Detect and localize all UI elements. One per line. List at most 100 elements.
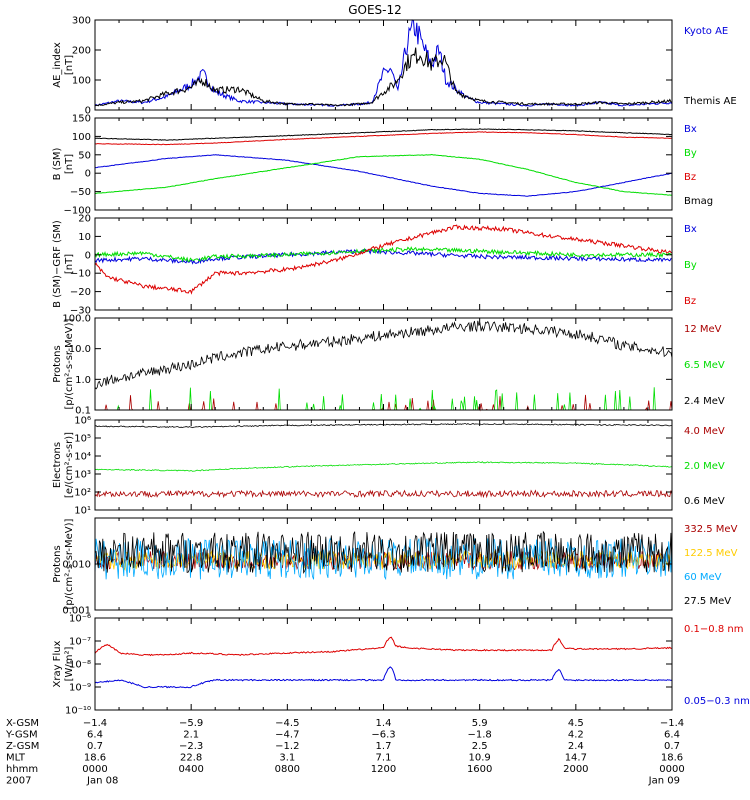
y-tick-label: 150: [72, 114, 91, 125]
x-tick-value: 0400: [178, 764, 203, 775]
x-tick-value: −1.4: [660, 718, 684, 729]
x-tick-value: 1600: [467, 764, 492, 775]
legend-label: By: [684, 260, 697, 271]
series-line-2: [94, 666, 673, 689]
y-axis-label: Protons: [52, 545, 63, 582]
y-tick-label: 10⁻⁶: [69, 614, 91, 625]
y-axis-label: Xray Flux: [52, 640, 63, 687]
y-tick-label: 10²: [74, 488, 91, 499]
x-tick-value: 0000: [82, 764, 107, 775]
legend-label: 4.0 MeV: [684, 426, 725, 437]
x-tick-value: 2000: [563, 764, 588, 775]
legend-label: Bx: [684, 124, 697, 135]
y-tick-label: 0.1: [75, 406, 91, 417]
series-line-2: [94, 47, 673, 107]
x-tick-value: 22.8: [180, 753, 202, 764]
y-tick-label: 10⁻⁸: [69, 660, 91, 671]
x-tick-value: −6.3: [371, 730, 395, 741]
y-tick-label: −20: [70, 287, 91, 298]
x-tick-value: −4.7: [275, 730, 299, 741]
y-axis-label: [p/(cm²-s-sr-MeV)]: [64, 518, 75, 609]
y-tick-label: 10⁻⁷: [69, 637, 91, 648]
y-tick-label: 0: [85, 106, 91, 117]
y-tick-label: 10⁻⁹: [69, 683, 91, 694]
series-line-4: [94, 530, 673, 574]
legend-label: 332.5 MeV: [684, 524, 738, 535]
y-tick-label: 0: [85, 250, 91, 261]
legend-label: 2.0 MeV: [684, 461, 725, 472]
series-line-4: [94, 128, 673, 141]
x-tick-value: 14.7: [565, 753, 587, 764]
y-tick-label: −10: [70, 269, 91, 280]
legend-label: 122.5 MeV: [684, 548, 738, 559]
y-tick-label: 10.0: [69, 344, 91, 355]
series-line-2: [94, 246, 673, 263]
x-tick-value: 1.4: [376, 718, 392, 729]
x-tick-value: 2.1: [183, 730, 199, 741]
x-row-label: MLT: [6, 753, 26, 764]
x-tick-value: 18.6: [661, 753, 683, 764]
x-tick-value: Jan 09: [648, 776, 680, 787]
legend-label: 0.05−0.3 nm: [684, 696, 750, 707]
y-tick-label: 1.0: [75, 375, 91, 386]
series-line-2: [94, 153, 673, 196]
x-tick-value: 0.7: [87, 741, 103, 752]
panel-1: Kyoto AE Themis AE 0 100 200 300 AE_index [nT]: [52, 16, 737, 117]
legend-label: 6.5 MeV: [684, 360, 725, 371]
x-tick-value: 0800: [275, 764, 300, 775]
x-tick-value: −5.9: [179, 718, 203, 729]
y-axis-label: [e/(cm²-s-sr)]: [64, 432, 75, 498]
series-line-1: [94, 154, 673, 197]
y-tick-label: −100: [64, 206, 91, 217]
y-tick-label: 10⁵: [74, 434, 91, 445]
legend-label: 12 MeV: [684, 324, 722, 335]
panel-frame: [94, 217, 673, 311]
legend-label: 2.4 MeV: [684, 396, 725, 407]
y-tick-label: −30: [70, 306, 91, 317]
y-axis-label: [nT]: [64, 154, 75, 174]
y-tick-label: 100: [72, 132, 91, 143]
x-tick-value: 2.5: [472, 741, 488, 752]
panel-frame: [94, 617, 673, 711]
series-line-2: [94, 461, 673, 472]
y-tick-label: 0: [85, 169, 91, 180]
x-row-label: 2007: [6, 776, 31, 787]
panel-5: 4.0 MeV 2.0 MeV 0.6 MeV 10¹ 10² 10³ 10⁴ 10⁵ 10⁶ E…: [52, 416, 725, 517]
x-tick-value: −1.8: [468, 730, 492, 741]
series-line-1: [94, 636, 673, 657]
panel-3: Bx By Bz −30 −20 −10 0 10 20 B (SM)−GRF (SM) [nT]: [52, 214, 697, 317]
legend-label: 0.6 MeV: [684, 496, 725, 507]
series-line-3: [94, 320, 673, 390]
y-tick-label: 10⁶: [74, 416, 91, 427]
series-line-1: [94, 489, 673, 499]
x-tick-value: 3.1: [279, 753, 295, 764]
y-axis-label: Protons: [52, 345, 63, 382]
y-tick-label: 10⁻¹⁰: [65, 706, 91, 717]
y-axis-label: B (SM)−GRF (SM): [52, 220, 63, 308]
y-axis-label: B (SM): [52, 147, 63, 180]
y-tick-label: −50: [70, 187, 91, 198]
x-tick-value: 10.9: [469, 753, 491, 764]
y-axis-label: AE_index: [52, 42, 63, 88]
panel-2: Bx By Bz Bmag −100 −50 0 50 100 150 B (SM) [nT]: [52, 114, 713, 217]
legend-label: 60 MeV: [684, 572, 722, 583]
x-tick-value: 6.4: [87, 730, 103, 741]
y-axis-label: [nT]: [64, 55, 75, 75]
y-axis-label: [nT]: [64, 254, 75, 274]
y-tick-label: 100: [72, 76, 91, 87]
x-row-label: Z-GSM: [6, 741, 39, 752]
x-tick-value: 18.6: [84, 753, 106, 764]
x-tick-value: 1200: [371, 764, 396, 775]
legend-label: By: [684, 148, 697, 159]
y-tick-label: 10: [78, 232, 91, 243]
x-row-label: hhmm: [6, 764, 38, 775]
panel-frame: [94, 19, 673, 111]
x-tick-value: −1.2: [275, 741, 299, 752]
x-row-label: X-GSM: [6, 718, 39, 729]
legend-label: Kyoto AE: [684, 26, 728, 37]
y-tick-label: 0.001: [62, 606, 91, 617]
y-tick-label: 10⁴: [74, 452, 91, 463]
legend-label: Themis AE: [683, 96, 737, 107]
